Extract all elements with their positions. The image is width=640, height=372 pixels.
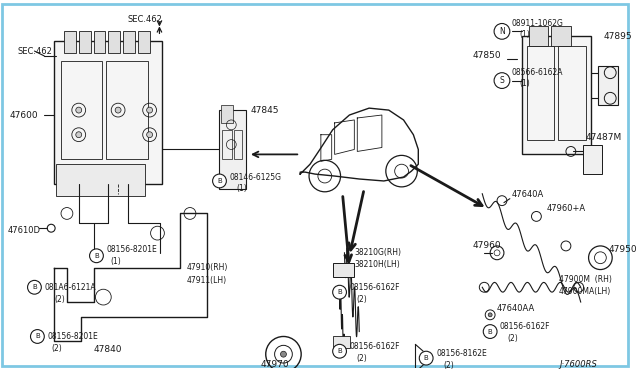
Bar [56, 164, 145, 196]
Text: 47640A: 47640A [512, 190, 544, 199]
Bar [123, 31, 135, 53]
Circle shape [488, 313, 492, 317]
Text: B: B [337, 289, 342, 295]
Text: 38210H(LH): 38210H(LH) [355, 260, 400, 269]
Text: 08566-6162A: 08566-6162A [512, 68, 563, 77]
Text: 47640AA: 47640AA [497, 304, 535, 314]
Bar [64, 31, 76, 53]
Bar [61, 61, 102, 159]
Circle shape [333, 285, 346, 299]
Bar [234, 130, 242, 159]
Text: SEC.462: SEC.462 [128, 15, 163, 24]
Text: B: B [217, 178, 222, 184]
Bar [551, 26, 571, 46]
Text: 08156-6162F: 08156-6162F [500, 322, 550, 331]
Bar [93, 31, 106, 53]
Text: (1): (1) [236, 185, 247, 193]
Circle shape [76, 107, 82, 113]
Text: 47610D: 47610D [8, 226, 41, 235]
Bar [218, 110, 246, 189]
Text: 08156-6162F: 08156-6162F [349, 283, 400, 292]
Text: 08156-8201E: 08156-8201E [47, 332, 98, 341]
Text: (1): (1) [520, 79, 531, 88]
Text: 47487M: 47487M [586, 133, 622, 142]
Circle shape [90, 249, 103, 263]
Text: 08156-8162E: 08156-8162E [436, 349, 487, 358]
Bar [79, 31, 90, 53]
Bar [221, 105, 233, 123]
Text: 47910(RH): 47910(RH) [187, 263, 228, 272]
Circle shape [483, 325, 497, 339]
Text: B: B [337, 348, 342, 354]
Circle shape [115, 107, 121, 113]
Circle shape [333, 344, 346, 358]
Text: B: B [488, 328, 493, 334]
Text: SEC.462: SEC.462 [18, 46, 52, 55]
Text: B: B [32, 284, 37, 290]
Text: B: B [424, 355, 429, 361]
Text: 47900MA(LH): 47900MA(LH) [559, 287, 611, 296]
Text: 47895: 47895 [604, 32, 632, 41]
Bar [333, 263, 355, 278]
Text: (2): (2) [51, 344, 62, 353]
Bar [582, 145, 602, 174]
Text: 47950: 47950 [608, 246, 637, 254]
Text: S: S [500, 76, 504, 85]
Circle shape [147, 107, 152, 113]
Text: (2): (2) [356, 354, 367, 363]
Text: 47845: 47845 [251, 106, 280, 115]
Text: 47600: 47600 [10, 110, 38, 119]
Text: 38210G(RH): 38210G(RH) [355, 248, 401, 257]
Text: 47911(LH): 47911(LH) [187, 276, 227, 285]
Circle shape [212, 174, 227, 188]
Text: (2): (2) [356, 295, 367, 304]
Bar [54, 41, 163, 184]
Text: 47960: 47960 [472, 241, 501, 250]
Text: (2): (2) [54, 295, 65, 304]
Text: 47960+A: 47960+A [547, 204, 586, 213]
Text: J·7600RS: J·7600RS [559, 359, 597, 369]
Bar [527, 46, 554, 140]
Bar [529, 26, 548, 46]
Text: B: B [35, 333, 40, 340]
Bar [598, 66, 618, 105]
Text: N: N [499, 27, 505, 36]
Circle shape [31, 330, 44, 343]
Text: 47850: 47850 [472, 51, 501, 61]
Circle shape [76, 132, 82, 138]
Circle shape [28, 280, 42, 294]
Text: (1): (1) [520, 30, 531, 39]
Text: (1): (1) [110, 257, 121, 266]
Bar [223, 130, 232, 159]
Text: 081A6-6121A: 081A6-6121A [44, 283, 96, 292]
Bar [106, 61, 148, 159]
Text: (2): (2) [443, 360, 454, 369]
Circle shape [147, 132, 152, 138]
Bar [522, 36, 591, 154]
Bar [333, 337, 350, 348]
Text: 08156-8201E: 08156-8201E [106, 246, 157, 254]
Text: (2): (2) [507, 334, 518, 343]
Text: 47900M  (RH): 47900M (RH) [559, 275, 612, 284]
Text: B: B [94, 253, 99, 259]
Circle shape [280, 351, 287, 357]
Text: 08146-6125G: 08146-6125G [229, 173, 282, 182]
Text: 08911-1062G: 08911-1062G [512, 19, 564, 28]
Text: 47970: 47970 [261, 359, 289, 369]
Bar [138, 31, 150, 53]
Text: 47840: 47840 [93, 345, 122, 354]
Bar [558, 46, 586, 140]
Text: 08156-6162F: 08156-6162F [349, 342, 400, 351]
Circle shape [419, 351, 433, 365]
Bar [108, 31, 120, 53]
